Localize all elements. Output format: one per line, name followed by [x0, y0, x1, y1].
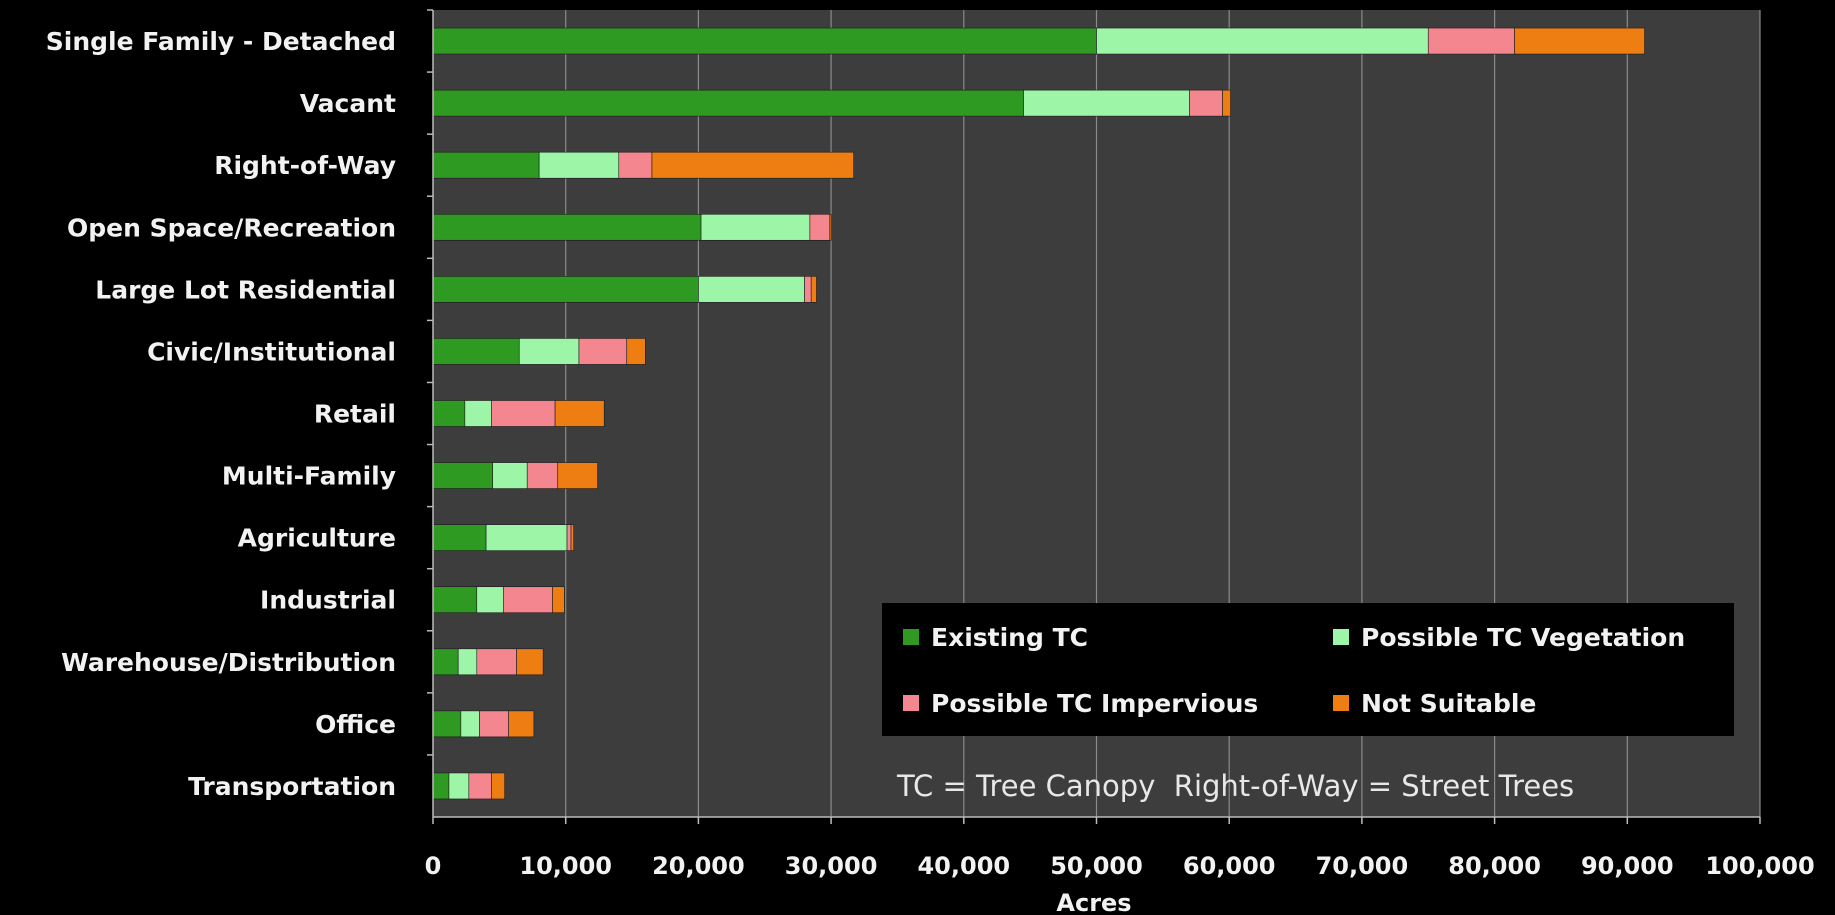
bar-segment	[557, 462, 598, 489]
bar-segment	[552, 586, 565, 614]
bar-segment	[432, 89, 1024, 117]
category-label: Transportation	[188, 772, 396, 801]
x-tick-label: 100,000	[1705, 852, 1814, 880]
category-label: Civic/Institutional	[147, 337, 396, 366]
bar-segment	[804, 276, 812, 303]
x-tick-label: 80,000	[1448, 852, 1541, 880]
bar-segment	[432, 151, 540, 179]
bar-segment	[491, 400, 556, 427]
bar-segment	[829, 213, 832, 241]
x-tick-label: 50,000	[1050, 852, 1143, 880]
bar-segment	[526, 462, 559, 489]
bar-segment	[1189, 89, 1223, 117]
bar-segment	[432, 648, 459, 676]
bar-segment	[432, 27, 1097, 55]
x-tick-label: 30,000	[785, 852, 878, 880]
bar-segment	[492, 462, 528, 489]
x-axis: 0 10,000 20,000 30,000 40,000 50,000 60,000 70,…	[425, 10, 1815, 880]
x-tick-label: 40,000	[917, 852, 1010, 880]
category-label: Agriculture	[238, 524, 396, 553]
bar-segment	[618, 151, 653, 179]
bar-segment	[476, 648, 517, 676]
bar-segment	[432, 276, 699, 303]
bar-segment	[468, 772, 492, 800]
bar-segment	[479, 710, 509, 738]
category-label: Large Lot Residential	[95, 275, 396, 304]
legend-box	[882, 603, 1734, 736]
bar-segment	[566, 524, 572, 551]
bar-segment	[554, 400, 605, 427]
category-label: Office	[315, 710, 396, 739]
bar-segment	[432, 400, 466, 427]
bar-segment	[570, 524, 574, 551]
legend-swatch	[903, 695, 919, 711]
category-label: Vacant	[300, 89, 396, 118]
bar-segment	[464, 400, 492, 427]
legend-swatch	[903, 629, 919, 645]
category-label: Single Family - Detached	[46, 27, 396, 56]
x-tick-label: 10,000	[519, 852, 612, 880]
bar-segment	[1514, 27, 1645, 55]
bar-segment	[485, 524, 568, 551]
bar-segment	[809, 213, 831, 241]
legend-label: Existing TC	[931, 623, 1088, 652]
bar-segment	[457, 648, 478, 676]
bar-segment	[698, 276, 805, 303]
category-label: Open Space/Recreation	[67, 213, 396, 242]
x-tick-label: 90,000	[1581, 852, 1674, 880]
bar-segment	[432, 710, 462, 738]
bar-segment	[448, 772, 470, 800]
bar-segment	[1427, 27, 1515, 55]
bar-segment	[432, 524, 487, 551]
bars	[432, 27, 1645, 800]
bar-segment	[503, 586, 553, 614]
bar-segment	[578, 338, 628, 365]
category-label: Industrial	[260, 586, 396, 615]
bar-segment	[1222, 89, 1231, 117]
x-tick-label: 70,000	[1316, 852, 1409, 880]
bar-segment	[432, 586, 478, 614]
bar-segment	[700, 213, 811, 241]
category-labels: Single Family - Detached Vacant Right-of-W…	[46, 9, 433, 801]
bar-segment	[1096, 27, 1429, 55]
bar-segment	[432, 338, 520, 365]
category-label: Right-of-Way	[214, 151, 396, 180]
bar-segment	[476, 586, 504, 614]
legend: Existing TC Possible TC Vegetation Possibl…	[882, 603, 1734, 736]
bar-segment	[810, 276, 817, 303]
bar-segment	[1023, 89, 1190, 117]
legend-swatch	[1333, 695, 1349, 711]
bar-segment	[491, 772, 505, 800]
legend-label: Possible TC Vegetation	[1361, 623, 1685, 652]
bar-segment	[460, 710, 480, 738]
x-axis-title: Acres	[1056, 889, 1131, 915]
bar-segment	[432, 772, 450, 800]
legend-swatch	[1333, 629, 1349, 645]
bar-segment	[508, 710, 535, 738]
bar-segment	[516, 648, 544, 676]
legend-label: Not Suitable	[1361, 689, 1536, 718]
legend-label: Possible TC Impervious	[931, 689, 1258, 718]
category-label: Retail	[314, 400, 396, 429]
x-tick-label: 0	[425, 852, 442, 880]
bar-segment	[538, 151, 620, 179]
bar-segment	[432, 213, 702, 241]
bar-segment	[651, 151, 854, 179]
category-label: Warehouse/Distribution	[61, 648, 396, 677]
x-tick-label: 20,000	[652, 852, 745, 880]
bar-segment	[432, 462, 494, 489]
bar-segment	[626, 338, 646, 365]
annotation-note: TC = Tree Canopy Right-of-Way = Street T…	[896, 769, 1574, 803]
bar-segment	[518, 338, 580, 365]
x-tick-label: 60,000	[1183, 852, 1276, 880]
category-label: Multi-Family	[222, 462, 396, 491]
